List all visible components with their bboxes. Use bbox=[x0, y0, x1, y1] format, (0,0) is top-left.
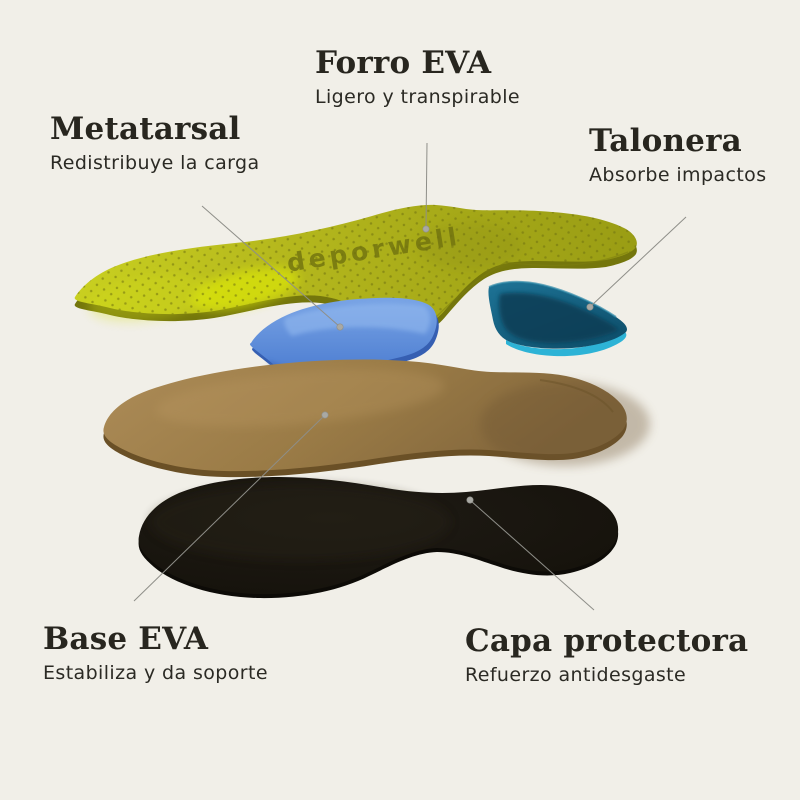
leader-line-metatarsal bbox=[201, 205, 340, 327]
label-talonera-title: Talonera bbox=[589, 123, 742, 159]
leader-line-talonera bbox=[590, 216, 687, 307]
leader-line-capa bbox=[470, 500, 595, 611]
label-capa-protectora-title: Capa protectora bbox=[465, 623, 749, 659]
label-forro-eva-title: Forro EVA bbox=[315, 45, 492, 81]
heel-cup-interior-shadow bbox=[499, 292, 619, 343]
label-forro-eva-subtitle: Ligero y transpirable bbox=[315, 86, 521, 109]
leader-line-forro bbox=[425, 142, 428, 228]
anchor-dot-forro bbox=[422, 225, 430, 233]
anchor-dot-base bbox=[321, 411, 329, 419]
heel-cup-rim bbox=[506, 332, 627, 357]
label-base-eva-subtitle: Estabiliza y da soporte bbox=[43, 662, 268, 685]
base-layer-shape bbox=[103, 359, 650, 478]
metatarsal-pad-highlight bbox=[284, 303, 431, 336]
leader-lines bbox=[133, 142, 687, 611]
leader-line-base bbox=[133, 415, 325, 602]
leader-dots bbox=[321, 225, 594, 504]
label-metatarsal: Metatarsal Redistribuye la carga bbox=[50, 112, 260, 175]
base-layer-sheen bbox=[155, 369, 445, 427]
base-layer-heel-rim-crease bbox=[539, 379, 614, 413]
anchor-dot-talonera bbox=[586, 303, 594, 311]
heel-cup-top-highlight bbox=[488, 280, 617, 318]
anchor-dot-capa bbox=[466, 496, 474, 504]
label-forro-eva: Forro EVA Ligero y transpirable bbox=[315, 46, 520, 109]
anchor-dot-metatarsal bbox=[336, 323, 344, 331]
label-metatarsal-title: Metatarsal bbox=[50, 111, 241, 147]
base-layer-heel-shade bbox=[480, 382, 650, 466]
protective-layer-sheen bbox=[150, 484, 450, 560]
label-base-eva-title: Base EVA bbox=[43, 621, 209, 657]
label-metatarsal-subtitle: Redistribuye la carga bbox=[50, 152, 260, 175]
top-layer-crease bbox=[433, 251, 629, 320]
label-base-eva: Base EVA Estabiliza y da soporte bbox=[43, 622, 268, 685]
label-capa-protectora-subtitle: Refuerzo antidesgaste bbox=[465, 664, 687, 687]
label-capa-protectora: Capa protectora Refuerzo antidesgaste bbox=[465, 624, 748, 687]
label-talonera: Talonera Absorbe impactos bbox=[589, 124, 767, 187]
label-talonera-subtitle: Absorbe impactos bbox=[589, 164, 767, 187]
protective-layer-shape bbox=[138, 477, 619, 599]
heel-cup-shape bbox=[488, 280, 627, 357]
top-layer-forro-eva-shape: deporwell bbox=[74, 204, 637, 336]
